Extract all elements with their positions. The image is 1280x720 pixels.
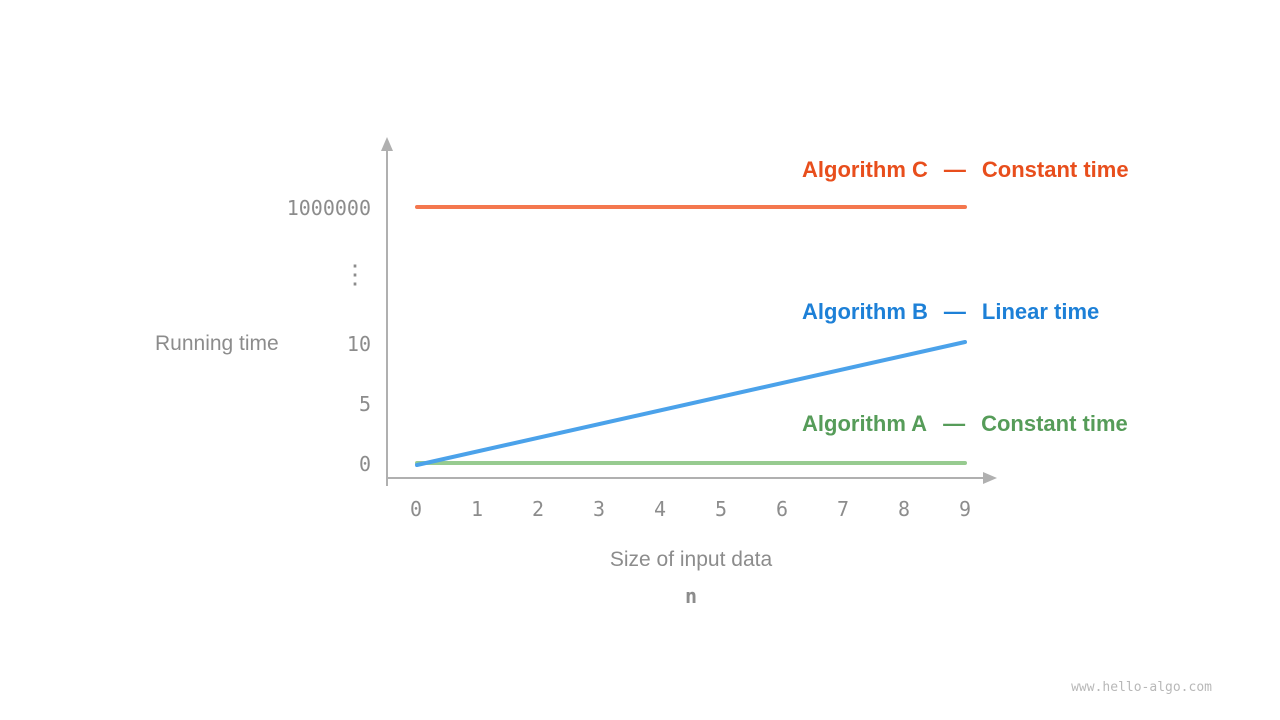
- y-tick-0: 0: [358, 452, 371, 476]
- y-axis-break-ellipsis-icon: ⋮: [342, 260, 368, 290]
- x-tick-6: 6: [775, 497, 789, 521]
- y-tick-10: 10: [346, 332, 371, 356]
- legend-algorithm-a-label: Constant time: [981, 411, 1128, 436]
- x-tick-7: 7: [836, 497, 850, 521]
- x-axis-title: Size of input data: [609, 548, 773, 571]
- legend-dash-icon: —: [943, 411, 966, 436]
- y-tick-1000000: 1000000: [286, 196, 371, 220]
- x-tick-8: 8: [897, 497, 911, 521]
- legend-dash-icon: —: [943, 157, 966, 182]
- x-axis-arrow-icon: [983, 472, 997, 484]
- legend-algorithm-b-name: Algorithm B: [802, 299, 928, 324]
- y-axis-title: Running time: [155, 332, 279, 355]
- legend-algorithm-a: Algorithm A — Constant time: [802, 411, 1128, 437]
- x-tick-0: 0: [409, 497, 423, 521]
- legend-algorithm-a-name: Algorithm A: [802, 411, 928, 436]
- legend-algorithm-c-name: Algorithm C: [802, 157, 928, 182]
- x-tick-3: 3: [592, 497, 606, 521]
- legend-algorithm-b: Algorithm B — Linear time: [802, 299, 1099, 325]
- x-axis-symbol: n: [684, 584, 698, 608]
- legend-dash-icon: —: [943, 299, 966, 324]
- x-tick-2: 2: [531, 497, 545, 521]
- y-axis-arrow-icon: [381, 137, 393, 151]
- x-tick-4: 4: [653, 497, 667, 521]
- site-watermark: www.hello-algo.com: [1071, 680, 1212, 695]
- legend-algorithm-c: Algorithm C — Constant time: [802, 157, 1129, 183]
- x-tick-5: 5: [714, 497, 728, 521]
- series-line-algorithm-b: [415, 340, 967, 467]
- legend-algorithm-c-label: Constant time: [981, 157, 1129, 182]
- legend-algorithm-b-label: Linear time: [981, 299, 1100, 324]
- y-tick-5: 5: [358, 392, 371, 416]
- x-tick-9: 9: [958, 497, 972, 521]
- x-tick-1: 1: [470, 497, 484, 521]
